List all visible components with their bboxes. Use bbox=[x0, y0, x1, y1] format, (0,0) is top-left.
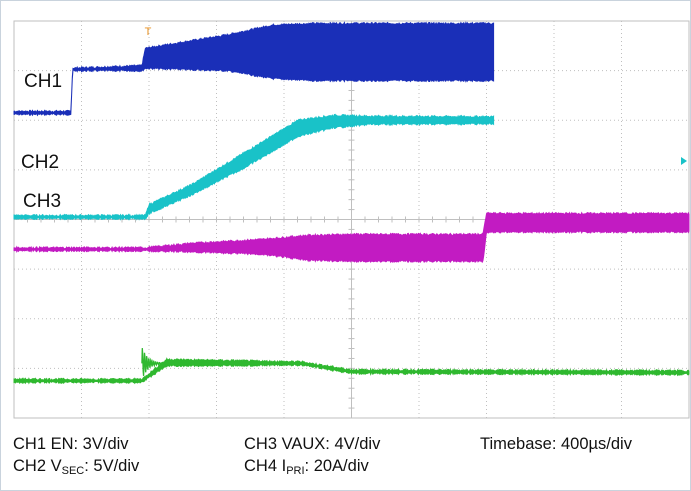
caption-ch4-suffix: : 20A/div bbox=[304, 457, 369, 475]
ch2-reference-marker bbox=[681, 157, 687, 165]
ch3-label: CH3 bbox=[23, 191, 61, 212]
trigger-marker: T bbox=[145, 26, 152, 38]
ch1-label: CH1 bbox=[24, 71, 62, 92]
caption-ch4-prefix: CH4 I bbox=[244, 457, 287, 475]
oscilloscope-plot: T CH1 CH2 CH3 bbox=[13, 20, 690, 419]
caption-ch3: CH3 VAUX: 4V/div bbox=[244, 434, 380, 454]
ch2-label: CH2 bbox=[21, 152, 59, 173]
ch4-trace bbox=[13, 357, 690, 385]
ch2-trace bbox=[13, 113, 495, 221]
ch3-trace bbox=[13, 211, 690, 264]
caption-ch2-prefix: CH2 V bbox=[13, 457, 62, 475]
caption-ch1: CH1 EN: 3V/div bbox=[13, 434, 129, 454]
ch4-ringing bbox=[141, 348, 168, 376]
caption-ch2-sub: SEC bbox=[61, 465, 85, 477]
caption-ch3-text: CH3 VAUX: 4V/div bbox=[244, 435, 381, 453]
ch1-trace bbox=[13, 21, 495, 117]
caption-ch4: CH4 IPRI: 20A/div bbox=[244, 456, 369, 477]
caption-timebase-text: Timebase: 400µs/div bbox=[480, 435, 632, 453]
caption-ch2-suffix: : 5V/div bbox=[84, 457, 140, 475]
caption-ch4-sub: PRI bbox=[286, 465, 305, 477]
caption-ch1-text: CH1 EN: 3V/div bbox=[13, 435, 129, 453]
caption-ch2: CH2 VSEC: 5V/div bbox=[13, 456, 140, 477]
traces bbox=[13, 21, 690, 385]
caption-timebase: Timebase: 400µs/div bbox=[480, 434, 632, 454]
